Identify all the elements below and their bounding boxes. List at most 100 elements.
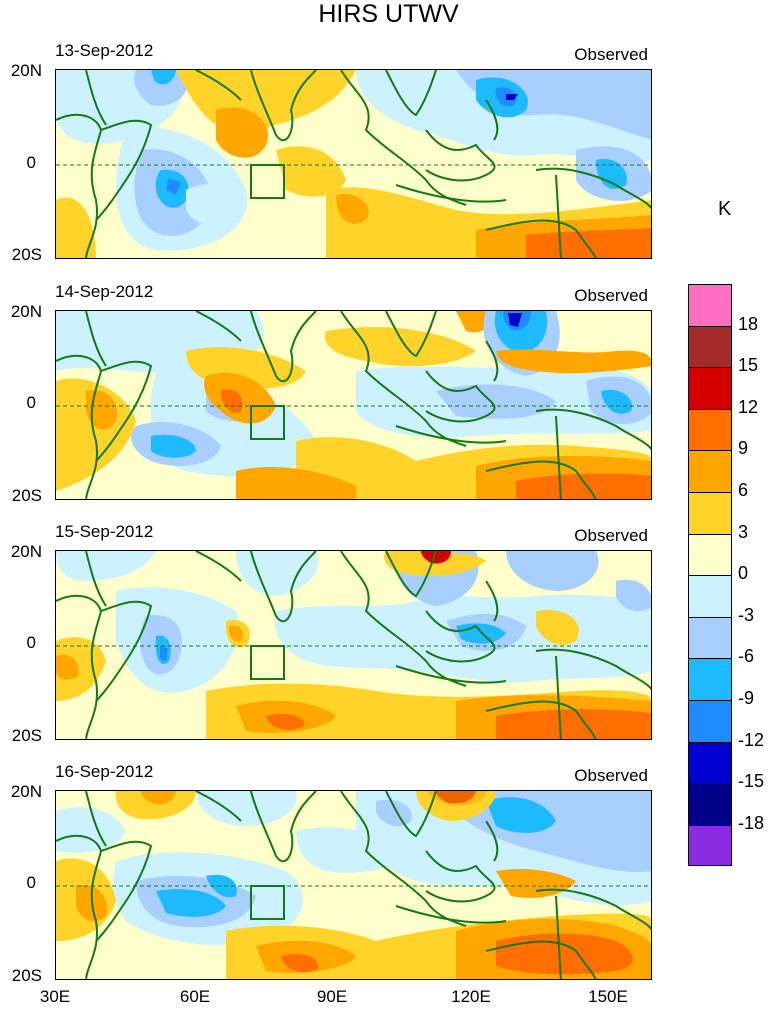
coastline — [485, 99, 499, 141]
colorbar-swatch — [688, 325, 732, 368]
figure-title: HIRS UTWV — [318, 0, 459, 28]
contour-region — [166, 178, 181, 195]
coastline — [555, 655, 562, 739]
coastline — [95, 360, 153, 462]
coastline — [535, 408, 651, 451]
coastline — [85, 70, 107, 126]
coastline — [195, 70, 242, 101]
contour-region — [601, 389, 632, 414]
panel-3-ytick-20n: 20N — [10, 542, 42, 561]
coastline — [425, 370, 496, 423]
coastline — [340, 791, 467, 927]
colorbar-label: -3 — [738, 604, 755, 625]
colorbar-swatch — [688, 700, 732, 742]
contour-region — [506, 551, 599, 591]
xtick-90e: 90E — [316, 987, 348, 1006]
coastline — [95, 119, 153, 221]
coastline — [485, 700, 597, 739]
contour-region — [151, 70, 176, 85]
contour-region — [156, 889, 226, 917]
coastline — [395, 905, 507, 924]
contour-region — [196, 791, 297, 826]
coastline — [485, 219, 597, 258]
contour-region — [536, 610, 579, 646]
coastline — [555, 895, 562, 979]
panel-4-ytick-20s: 20S — [11, 966, 42, 985]
colorbar-label: 15 — [738, 355, 759, 376]
colorbar-swatch — [688, 741, 732, 784]
coastline — [425, 850, 496, 903]
contour-region — [436, 791, 651, 872]
contour-region — [376, 799, 412, 827]
contour-region — [496, 933, 633, 975]
coastline — [555, 174, 562, 258]
panel-4-date: 16-Sep-2012 — [55, 762, 154, 781]
colorbar-label: 9 — [738, 438, 749, 459]
map-panel-1-svg — [56, 70, 651, 258]
coastline — [85, 551, 107, 607]
colorbar-unit: K — [718, 198, 732, 220]
coastline — [195, 551, 242, 582]
contour-region — [508, 313, 522, 327]
colorbar-swatch — [688, 658, 732, 700]
colorbar-label: -12 — [738, 729, 765, 750]
contour-region — [421, 551, 451, 564]
coastline — [56, 354, 103, 499]
contour-region — [496, 349, 651, 374]
panel-2-label: Observed — [574, 286, 648, 305]
xtick-30e: 30E — [39, 987, 71, 1006]
colorbar-label: -15 — [738, 771, 765, 792]
colorbar-swatch — [688, 367, 732, 409]
panel-4-ytick-20n: 20N — [10, 782, 42, 801]
contour-region — [186, 184, 236, 225]
contour-region — [616, 579, 651, 612]
map-panel-3 — [55, 550, 652, 740]
panel-3-date: 15-Sep-2012 — [55, 522, 154, 541]
coastline — [195, 311, 242, 342]
panel-3-ytick-0: 0 — [26, 633, 36, 652]
contour-region — [281, 954, 319, 973]
coastline — [385, 311, 437, 358]
coastline — [95, 600, 153, 702]
contour-region — [56, 551, 156, 581]
coastline — [395, 184, 507, 203]
colorbar-label: 6 — [738, 480, 749, 500]
xtick-150e: 150E — [588, 987, 628, 1006]
coastline — [340, 311, 467, 447]
contour-region — [506, 94, 518, 100]
coastline — [485, 820, 499, 862]
coastline — [56, 834, 103, 979]
contour-region — [236, 467, 356, 499]
colorbar-swatch — [688, 408, 732, 451]
contour-region — [336, 194, 369, 224]
panel-1-label: Observed — [574, 45, 648, 64]
contour-region — [160, 646, 168, 661]
coastline — [485, 580, 499, 622]
panel-2-ytick-20n: 20N — [10, 302, 42, 321]
coastline — [250, 311, 317, 383]
contour-region — [216, 107, 268, 158]
coastline — [85, 311, 107, 367]
map-panel-2 — [55, 310, 652, 500]
panel-2-date: 14-Sep-2012 — [55, 282, 154, 301]
panel-1-date: 13-Sep-2012 — [55, 41, 154, 60]
coastline — [535, 648, 651, 691]
panel-3-ytick-20s: 20S — [11, 726, 42, 745]
panel-4-label: Observed — [574, 766, 648, 785]
colorbar-label: 0 — [738, 563, 749, 584]
map-panel-4 — [55, 790, 652, 980]
contour-region — [115, 791, 196, 820]
colorbar-swatch — [688, 575, 732, 617]
coastline — [535, 888, 651, 931]
colorbar-label: 18 — [738, 313, 759, 334]
panel-1-ytick-20s: 20S — [11, 245, 42, 264]
coastline — [85, 791, 107, 847]
panel-3-label: Observed — [574, 526, 648, 545]
colorbar-swatch — [688, 783, 732, 825]
contour-region — [436, 384, 556, 419]
contour-region — [486, 797, 556, 833]
coastline — [555, 415, 562, 499]
panel-1-ytick-20n: 20N — [10, 61, 42, 80]
coastline — [250, 791, 317, 863]
coastline — [56, 113, 103, 258]
